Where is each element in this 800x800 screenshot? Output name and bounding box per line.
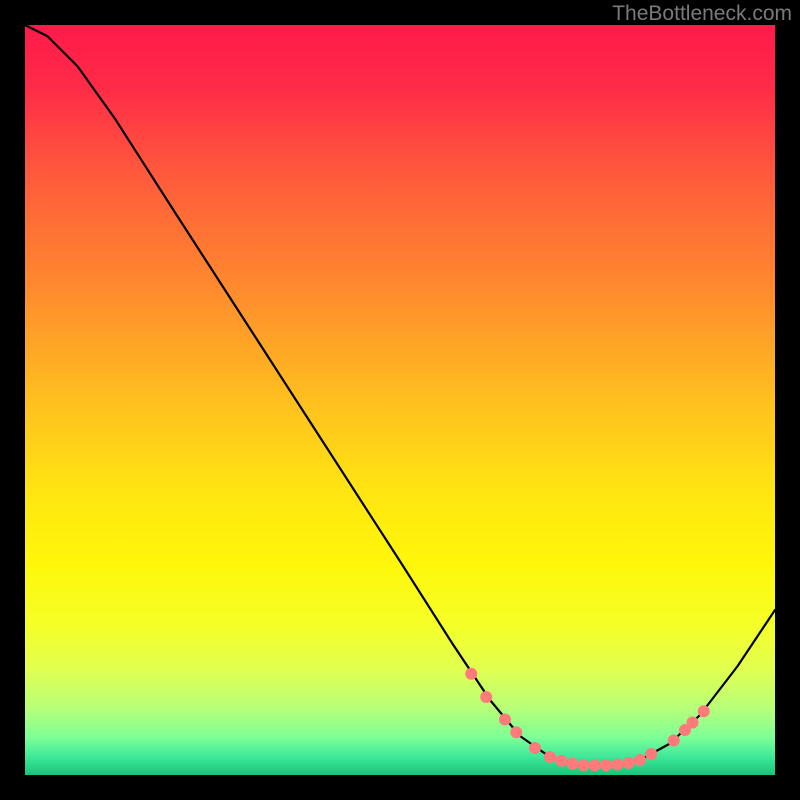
curve-marker [578,760,589,771]
curve-marker [567,758,578,769]
curve-marker [635,755,646,766]
curve-marker [646,749,657,760]
watermark-text: TheBottleneck.com [612,2,792,26]
curve-marker [601,760,612,771]
curve-marker [500,714,511,725]
curve-marker [511,727,522,738]
curve-marker [590,760,601,771]
curve-marker [687,717,698,728]
curve-marker [466,668,477,679]
curve-marker [623,758,634,769]
curve-marker [530,743,541,754]
bottleneck-chart [0,0,800,800]
curve-marker [556,755,567,766]
curve-marker [612,759,623,770]
curve-marker [545,752,556,763]
plot-background-gradient [25,25,775,775]
curve-marker [668,735,679,746]
curve-marker [481,692,492,703]
chart-stage: TheBottleneck.com [0,0,800,800]
curve-marker [698,706,709,717]
